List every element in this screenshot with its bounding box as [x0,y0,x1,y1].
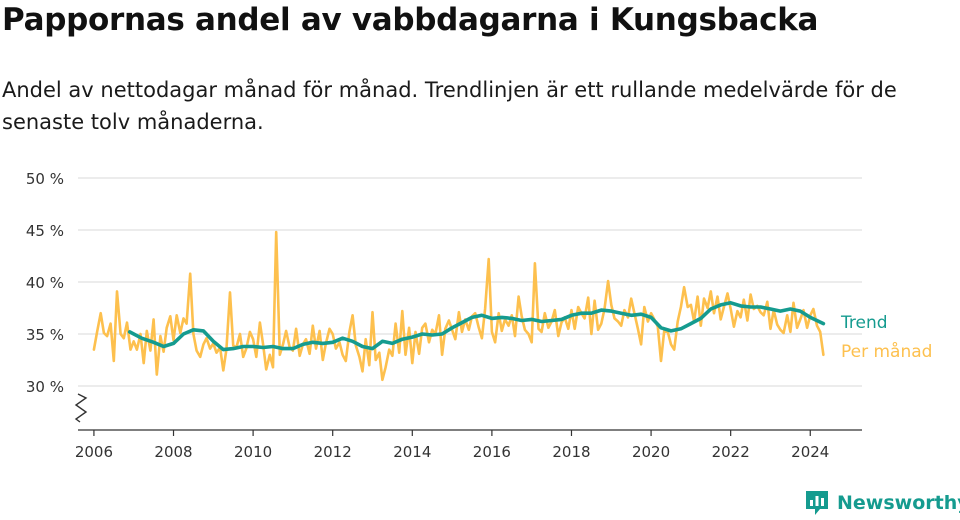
y-axis: 30 % 35 % 40 % 45 % 50 % [26,170,64,396]
x-tick-label: 2018 [552,443,590,461]
x-tick-label: 2006 [75,443,113,461]
x-tick-label: 2016 [473,443,511,461]
legend-label-trend: Trend [840,313,888,333]
x-tick-label: 2012 [314,443,352,461]
y-tick-label: 30 % [26,378,64,396]
legend: Trend Per månad [840,313,932,362]
x-tick-label: 2022 [712,443,750,461]
y-tick-label: 35 % [26,326,64,344]
page-subtitle: Andel av nettodagar månad för månad. Tre… [2,78,897,134]
x-tick-label: 2008 [154,443,192,461]
series-line-trend [127,301,826,352]
x-tick-label: 2014 [393,443,431,461]
x-tick-label: 2010 [234,443,272,461]
y-tick-label: 45 % [26,222,64,240]
legend-label-per-manad: Per månad [841,341,932,362]
brand: Newsworthy [804,489,960,517]
x-tick-label: 2020 [632,443,670,461]
series-layer [92,230,826,382]
brand-name: Newsworthy [837,492,960,514]
x-axis: 2006 2008 2010 2012 2014 2016 2018 2020 2022 2024 [74,393,862,461]
line-chart: 30 % 35 % 40 % 45 % 50 % 2006 2008 2010 2012 201… [26,170,933,461]
page-title: Pappornas andel av vabbdagarna i Kungsba… [2,2,819,38]
grid-layer [78,177,862,387]
newsworthy-logo-icon [806,491,828,515]
y-tick-label: 50 % [26,170,64,188]
y-tick-label: 40 % [26,274,64,292]
x-tick-label: 2024 [791,443,829,461]
axis-break-marker [74,393,88,423]
